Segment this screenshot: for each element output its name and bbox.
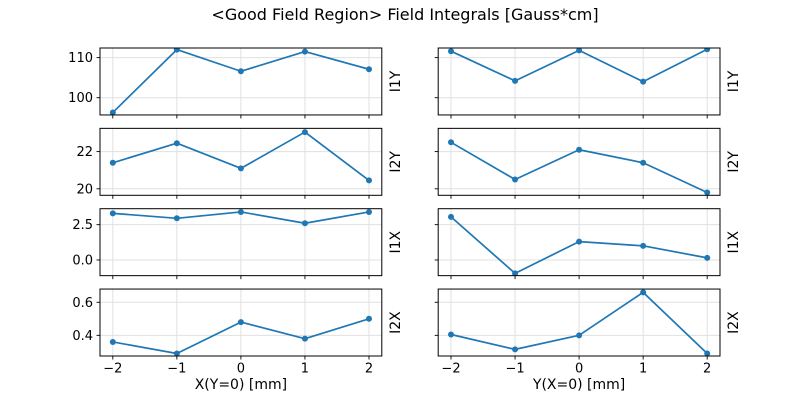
row-label: I2Y [726,151,742,173]
chart-title: <Good Field Region> Field Integrals [Gau… [211,5,599,24]
row-label: I1Y [726,70,742,92]
y-tick-label: 20 [76,182,93,197]
data-point-marker [109,109,116,115]
axes-border [99,288,383,357]
data-point-marker [237,319,244,326]
data-point-marker [173,215,180,222]
y-tick-label: 0.6 [72,296,93,311]
x-tick-label: 0 [237,362,245,377]
data-point-marker [448,213,455,220]
data-point-marker [512,346,519,353]
x-tick-label: −1 [167,362,186,377]
data-point-marker [237,68,244,75]
data-point-marker [640,78,647,85]
data-point-marker [704,189,711,196]
x-tick-label: −2 [441,362,460,377]
data-point-marker [576,332,583,339]
data-point-marker [173,350,180,356]
data-point-marker [365,66,372,73]
x-axis-label-right: Y(X=0) [mm] [532,377,625,393]
data-point-marker [301,220,308,227]
y-tick-label: 0.0 [72,253,93,268]
data-point-marker [109,338,116,345]
data-point-marker [704,48,711,53]
data-point-marker [512,176,519,183]
data-point-marker [237,165,244,172]
axes-border [437,127,721,196]
x-tick-label: 2 [365,362,373,377]
data-point-marker [640,242,647,249]
data-point-marker [512,77,519,84]
axes-border [437,288,721,357]
data-point-marker [109,210,116,217]
subplot-i2x-right: −2 −1 0 1 2 I2X [434,288,742,377]
data-point-marker [365,208,372,215]
data-point-marker [448,48,455,55]
data-point-marker [704,350,711,356]
data-point-marker [640,289,647,296]
row-label: I2X [726,311,742,334]
subplot-i2y-left: 20 22 I2Y [76,127,404,199]
subplot-i2y-right: I2Y [434,127,742,199]
axes-border [99,127,383,196]
data-point-marker [173,48,180,53]
data-point-marker [448,139,455,146]
subplot-i1x-left: 0.0 2.5 I1X [72,208,404,280]
axes-border [437,47,721,116]
data-point-marker [365,177,372,184]
row-label: I1X [726,230,742,253]
data-point-marker [640,159,647,166]
data-point-marker [576,146,583,153]
y-tick-label: 0.4 [72,329,93,344]
y-tick-label: 100 [68,91,93,106]
data-point-marker [512,270,519,276]
data-point-marker [301,48,308,55]
data-point-marker [576,48,583,54]
subplot-i2x-left: 0.4 0.6 −2 −1 0 1 2 I2X [72,288,404,377]
data-point-marker [237,208,244,215]
subplot-i1y-left: 100 110 I1Y [68,47,404,119]
x-tick-label: 0 [575,362,583,377]
y-tick-label: 22 [76,145,93,160]
row-label: I2Y [388,151,404,173]
x-tick-label: −2 [103,362,122,377]
data-point-marker [704,254,711,261]
axes-border [99,208,383,277]
axes-border [437,208,721,277]
data-point-marker [173,140,180,147]
x-tick-label: −1 [505,362,524,377]
row-label: I1Y [388,70,404,92]
data-point-marker [576,238,583,245]
row-label: I2X [388,311,404,334]
x-axis-label-left: X(Y=0) [mm] [195,377,287,393]
subplot-i1y-right: I1Y [434,47,742,119]
data-point-marker [301,335,308,342]
y-tick-label: 110 [68,51,93,66]
data-point-marker [365,315,372,322]
subplot-i1x-right: I1X [434,208,742,280]
data-point-marker [301,129,308,136]
y-tick-label: 2.5 [72,218,93,233]
axes-border [99,47,383,116]
row-label: I1X [388,230,404,253]
x-tick-label: 1 [639,362,647,377]
data-point-marker [448,331,455,338]
x-tick-label: 2 [703,362,711,377]
x-tick-label: 1 [301,362,309,377]
data-point-marker [109,159,116,166]
